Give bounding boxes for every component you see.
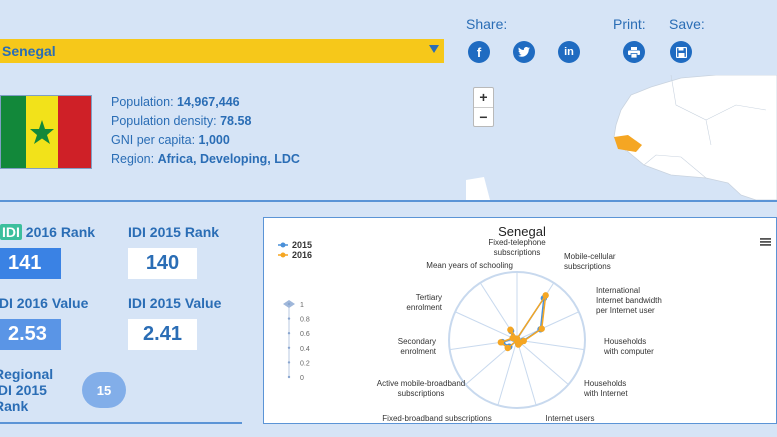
population-line: Population: 14,967,446	[111, 95, 240, 109]
legend-label-2016: 2016	[292, 250, 312, 260]
gni-value: 1,000	[198, 133, 230, 147]
region-value: Africa, Developing, LDC	[157, 152, 300, 166]
radar-spoke	[516, 339, 537, 406]
linkedin-share-button[interactable]: in	[558, 41, 580, 63]
radial-scale-label: 0	[300, 375, 304, 382]
senegal-highlight	[614, 135, 642, 152]
regional-title-line3: Rank	[0, 398, 29, 414]
save-label: Save:	[669, 16, 705, 32]
radar-category-label: Secondary enrolment	[398, 337, 437, 356]
regional-title-line1: Regional	[0, 366, 54, 382]
radial-scale-dot	[287, 317, 291, 320]
idi-2015-rank-value: 140	[128, 248, 197, 279]
radar-spoke	[516, 311, 580, 341]
radar-category-label: International Internet bandwidth per Inter…	[596, 286, 662, 315]
radar-point-2016	[542, 292, 549, 299]
twitter-share-button[interactable]	[513, 41, 535, 63]
print-button[interactable]	[623, 41, 645, 63]
country-select[interactable]: Senegal	[0, 39, 444, 63]
regional-rank-badge: 15	[82, 372, 126, 408]
linkedin-icon: in	[564, 46, 574, 58]
density-line: Population density: 78.58	[111, 114, 251, 128]
idi-2015-value: 2.41	[128, 319, 197, 350]
printer-icon	[628, 46, 640, 58]
idi-2015-value-title: IDI 2015 Value	[128, 295, 222, 311]
regional-rank-title: Regional IDI 2015 Rank	[0, 366, 53, 414]
idi-2016-rank-value: 141	[0, 248, 61, 279]
radial-scale-dot	[287, 302, 291, 306]
radar-point-2016	[538, 325, 545, 332]
gni-line: GNI per capita: 1,000	[111, 133, 230, 147]
section-divider	[0, 200, 777, 202]
region-label: Region:	[111, 152, 158, 166]
radar-category-label: Internet users	[546, 414, 595, 423]
density-value: 78.58	[220, 114, 252, 128]
chevron-down-icon	[429, 45, 439, 53]
idi-2016-value: 2.53	[0, 319, 61, 350]
save-button[interactable]	[670, 41, 692, 63]
radial-scale-label: 0.2	[300, 360, 310, 367]
radar-category-label: Fixed-broadband subscriptions	[382, 414, 491, 423]
radar-point-2016	[509, 334, 516, 342]
hamburger-menu-icon-bar	[760, 241, 771, 243]
country-map[interactable]	[466, 75, 777, 200]
floppy-disk-icon	[675, 46, 687, 58]
radar-category-label: Mean years of schooling	[426, 261, 513, 270]
legend-label-2015: 2015	[292, 240, 312, 250]
radial-scale-label: 0.8	[300, 317, 310, 324]
radar-chart-panel: Senegal Fixed-telephone subscriptions Mobil…	[263, 217, 777, 424]
idi-2015-rank-title: IDI 2015 Rank	[128, 224, 220, 240]
radar-category-label: Tertiary enrolment	[406, 293, 442, 312]
facebook-share-button[interactable]: f	[468, 41, 490, 63]
radial-scale-dot	[287, 346, 291, 349]
radar-category-label: Fixed-telephone subscriptions	[488, 238, 546, 257]
facebook-icon: f	[476, 44, 482, 60]
radar-spoke	[454, 311, 518, 341]
radar-spoke	[516, 339, 585, 351]
radar-category-label: Households with Internet	[583, 379, 628, 398]
idi-2016-rank-title: IDI 2016 Rank	[0, 224, 95, 240]
radial-scale-label: 1	[300, 302, 304, 309]
radar-category-label: Mobile-cellular subscriptions	[564, 252, 616, 271]
radar-category-label: Households with computer	[603, 337, 654, 356]
population-value: 14,967,446	[177, 95, 240, 109]
radar-spoke	[516, 339, 569, 385]
zoom-out-button[interactable]: −	[479, 109, 488, 125]
share-label: Share:	[466, 16, 508, 32]
hamburger-menu-icon-bar	[760, 244, 771, 246]
region-line: Region: Africa, Developing, LDC	[111, 152, 300, 166]
radar-spoke	[497, 339, 518, 406]
gni-label: GNI per capita:	[111, 133, 199, 147]
radar-point-2016	[504, 344, 511, 352]
zoom-in-button[interactable]: +	[474, 88, 493, 108]
radar-category-label: Active mobile-broadband subscriptions	[377, 379, 466, 398]
radial-scale-dot	[287, 361, 291, 364]
radar-point-2016	[497, 339, 505, 346]
idi-2016-value-title: IDI 2016 Value	[0, 295, 89, 311]
radar-point-2016	[507, 326, 514, 333]
map-zoom-control[interactable]: + −	[473, 87, 494, 127]
hamburger-menu-icon-bar	[760, 238, 771, 240]
rank2016-title-text: 2016 Rank	[21, 224, 96, 240]
radial-scale-dot	[287, 375, 291, 379]
bottom-divider	[0, 422, 242, 424]
radial-scale-label: 0.6	[300, 331, 310, 338]
regional-title-line2: IDI 2015	[0, 382, 47, 398]
country-flag	[0, 95, 92, 169]
radial-scale-label: 0.4	[300, 346, 310, 353]
star-icon	[30, 120, 54, 144]
population-label: Population:	[111, 95, 178, 109]
country-select-value: Senegal	[2, 43, 56, 59]
idi-tag: IDI	[0, 224, 22, 240]
chart-title: Senegal	[498, 224, 546, 239]
twitter-icon	[518, 47, 530, 57]
print-label: Print:	[613, 16, 646, 32]
radial-scale-dot	[287, 332, 291, 335]
legend-marker-2016	[280, 252, 286, 258]
density-label: Population density:	[111, 114, 221, 128]
legend-marker-2015	[280, 242, 286, 248]
